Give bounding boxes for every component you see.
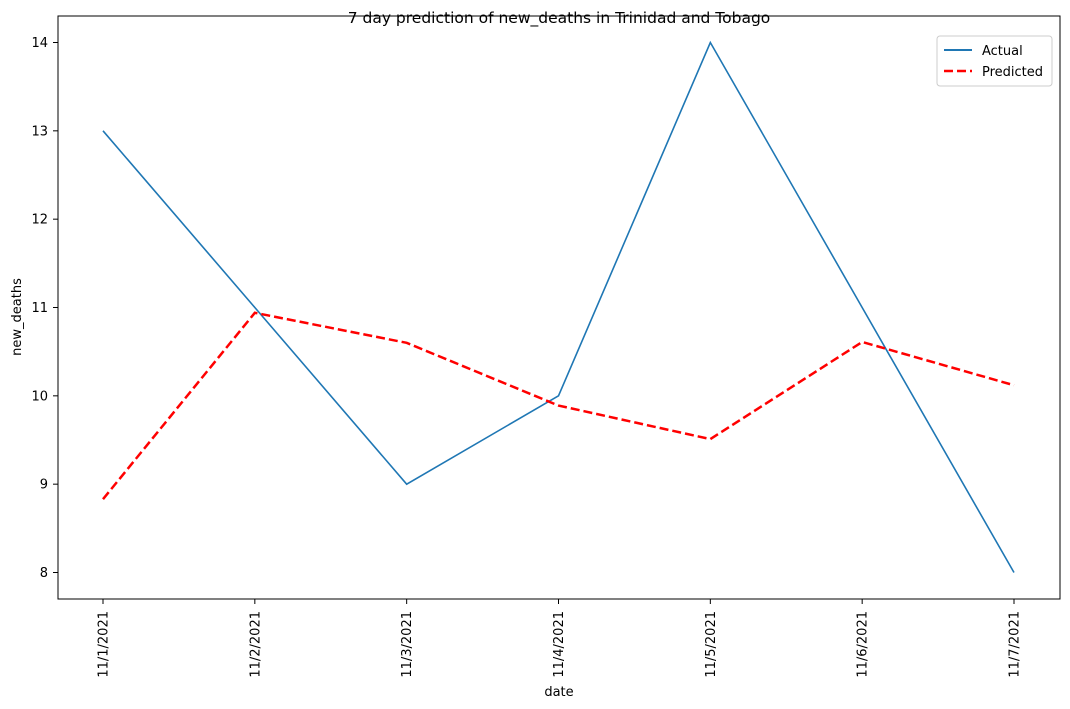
y-tick-label: 8 (40, 566, 48, 581)
y-tick-label: 12 (31, 213, 48, 228)
y-tick-label: 11 (31, 301, 48, 316)
x-tick-label: 11/3/2021 (400, 611, 415, 678)
legend-box (936, 35, 1053, 87)
chart-title: 7 day prediction of new_deaths in Trinid… (348, 9, 771, 28)
plot-lines (102, 40, 1015, 573)
legend: Actual Predicted (936, 35, 1053, 87)
series-line-predicted (102, 311, 1015, 500)
x-tick-label: 11/6/2021 (856, 611, 871, 678)
y-axis-label: new_deaths (10, 278, 25, 356)
plot-frame (57, 15, 1061, 600)
x-tick-label: 11/7/2021 (1008, 611, 1023, 678)
y-tick-label: 14 (31, 36, 48, 51)
legend-label-actual: Actual (982, 44, 1023, 59)
x-tick-label: 11/2/2021 (248, 611, 263, 678)
y-tick-label: 9 (40, 478, 48, 493)
x-tick-label: 11/4/2021 (552, 611, 567, 678)
series-line-actual (102, 40, 1015, 573)
x-tick-label: 11/5/2021 (704, 611, 719, 678)
y-tick-label: 10 (31, 389, 48, 404)
y-axis: 8 9 10 11 12 13 14 (31, 36, 58, 581)
legend-label-predicted: Predicted (982, 65, 1043, 80)
x-axis: 11/1/2021 11/2/2021 11/3/2021 11/4/2021 11/5… (97, 599, 1023, 678)
x-axis-label: date (544, 685, 573, 700)
x-tick-label: 11/1/2021 (97, 611, 112, 678)
y-tick-label: 13 (31, 124, 48, 139)
